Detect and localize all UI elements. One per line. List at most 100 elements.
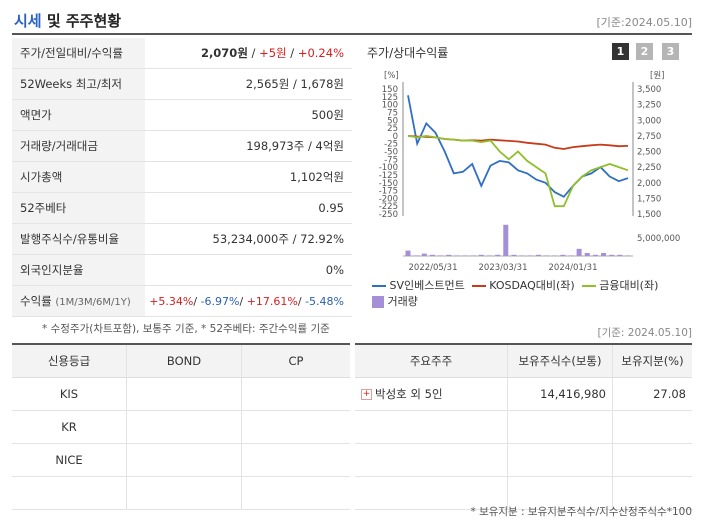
- volume-bar: [617, 254, 623, 256]
- right-axis-tick: 2,750: [637, 132, 661, 142]
- legend-item: 거래량: [372, 295, 418, 308]
- chart-tab-3[interactable]: 3: [662, 43, 679, 60]
- series-line: [407, 134, 629, 208]
- table-cell: [241, 443, 350, 477]
- left-axis-tick: -100: [379, 163, 398, 173]
- volume-bar: [544, 255, 550, 256]
- table-header-row: 신용등급 BOND CP: [12, 345, 350, 378]
- volume-bar: [446, 254, 452, 256]
- section-title-highlight: 시세: [14, 12, 42, 30]
- chart-legend: SV인베스트먼트 KOSDAQ대비(좌) 금융대비(좌) 거래량: [372, 277, 658, 309]
- left-axis-tick: 125: [382, 93, 398, 103]
- row-label: 외국인지분율: [12, 254, 145, 286]
- volume-bar: [486, 255, 492, 256]
- table-row: [355, 476, 692, 510]
- volume-bar: [495, 254, 501, 256]
- volume-bar: [511, 254, 517, 256]
- legend-item: 금융대비(좌): [581, 279, 658, 292]
- volume-bar: [405, 250, 411, 256]
- table-cell: [612, 443, 692, 477]
- volume-bar: [462, 255, 468, 256]
- section-title: 시세 및 주주현황: [14, 10, 121, 31]
- volume-bar: [438, 255, 444, 256]
- price-stats-table: 주가/전일대비/수익률 2,070원 / +5원 / +0.24% 52Week…: [12, 38, 352, 317]
- table-row: + 박성호 외 5인 14,416,980 27.08: [355, 377, 692, 411]
- divider: [12, 343, 350, 345]
- stock-chart: [%] [원] 1501251007550250-25-50-75-100-12…: [379, 71, 681, 273]
- row-value: 0.95: [145, 192, 352, 224]
- left-axis-tick: 0: [393, 132, 398, 142]
- volume-bar: [584, 253, 590, 256]
- right-axis-tick: 1,500: [637, 210, 661, 220]
- series-line: [407, 95, 629, 198]
- shareholder-name[interactable]: 박성호 외 5인: [375, 387, 443, 401]
- major-shareholders-table: 주요주주 보유주식수(보통) 보유지분(%) + 박성호 외 5인 14,416,…: [355, 345, 692, 510]
- volume-bar: [413, 255, 419, 256]
- table-header-row: 주요주주 보유주식수(보통) 보유지분(%): [355, 345, 692, 378]
- table-cell: [612, 476, 692, 510]
- separator: /: [193, 294, 201, 308]
- table-row: 액면가 500원: [12, 99, 352, 131]
- price-value: 2,070원 / +5원 / +0.24%: [145, 38, 352, 69]
- volume-bar: [552, 255, 558, 256]
- table-row: 발행주식수/유통비율 53,234,000주 / 72.92%: [12, 223, 352, 255]
- left-axis-tick: 50: [387, 116, 398, 126]
- right-axis-tick: 3,500: [637, 85, 661, 95]
- volume-bar: [535, 254, 541, 256]
- volume-bar: [576, 248, 582, 256]
- volume-bar: [601, 253, 607, 256]
- table-cell: [12, 476, 127, 510]
- table-row: [12, 476, 350, 510]
- row-label: 거래량/거래대금: [12, 130, 145, 162]
- chart-tab-2[interactable]: 2: [636, 43, 653, 60]
- row-label: 시가총액: [12, 161, 145, 193]
- legend-swatch: [471, 285, 486, 287]
- row-value: 2,565원 / 1,678원: [145, 68, 352, 100]
- table-row: [355, 443, 692, 477]
- row-value: 53,234,000주 / 72.92%: [145, 223, 352, 255]
- table-cell: [612, 410, 692, 444]
- table-row: [355, 410, 692, 444]
- ownership-pct: 27.08: [612, 377, 692, 411]
- volume-bar: [454, 255, 460, 256]
- left-axis-tick: 25: [387, 124, 398, 134]
- price-change-pct: +0.24%: [297, 46, 344, 60]
- returns-label: 수익률: [20, 294, 52, 308]
- x-axis-tick: 2023/03/31: [479, 263, 528, 273]
- volume-bar: [470, 255, 476, 256]
- volume-bar: [609, 254, 615, 256]
- column-header: CP: [241, 345, 350, 378]
- chart-title: 주가/상대수익률: [367, 46, 449, 60]
- volume-axis-tick: 5,000,000: [637, 234, 680, 244]
- chart-tab-1[interactable]: 1: [612, 43, 629, 60]
- table-cell: [241, 377, 350, 411]
- table-row: NICE: [12, 443, 350, 477]
- row-label: 발행주식수/유통비율: [12, 223, 145, 255]
- divider: [12, 33, 692, 35]
- table-row: 주가/전일대비/수익률 2,070원 / +5원 / +0.24%: [12, 38, 352, 69]
- table-row: 52주베타 0.95: [12, 192, 352, 224]
- table-cell: [355, 476, 508, 510]
- table-row: 거래량/거래대금 198,973주 / 4억원: [12, 130, 352, 162]
- table-row: 수익률 (1M/3M/6M/1Y) +5.34%/ -6.97%/ +17.61…: [12, 285, 352, 317]
- row-value: 198,973주 / 4억원: [145, 130, 352, 162]
- left-axis-tick: -125: [379, 171, 398, 181]
- left-axis-tick: 100: [382, 101, 398, 111]
- expand-icon[interactable]: +: [361, 389, 372, 400]
- reference-date-2: [기준: 2024.05.10]: [597, 327, 692, 339]
- separator: /: [286, 46, 298, 60]
- table-cell: [126, 443, 242, 477]
- legend-label: 거래량: [387, 295, 418, 308]
- right-axis-tick: 2,500: [637, 148, 661, 158]
- volume-bar: [568, 255, 574, 256]
- row-label: 52Weeks 최고/최저: [12, 68, 145, 100]
- table-row: 시가총액 1,102억원: [12, 161, 352, 193]
- legend-item: KOSDAQ대비(좌): [471, 279, 575, 292]
- row-label: 액면가: [12, 99, 145, 131]
- volume-bar: [503, 224, 509, 256]
- separator: /: [297, 294, 306, 308]
- table-cell: [507, 410, 613, 444]
- credit-rating-table: 신용등급 BOND CP KIS KR NICE: [12, 345, 350, 510]
- divider: [355, 343, 692, 345]
- shareholder-name-cell: + 박성호 외 5인: [355, 377, 508, 411]
